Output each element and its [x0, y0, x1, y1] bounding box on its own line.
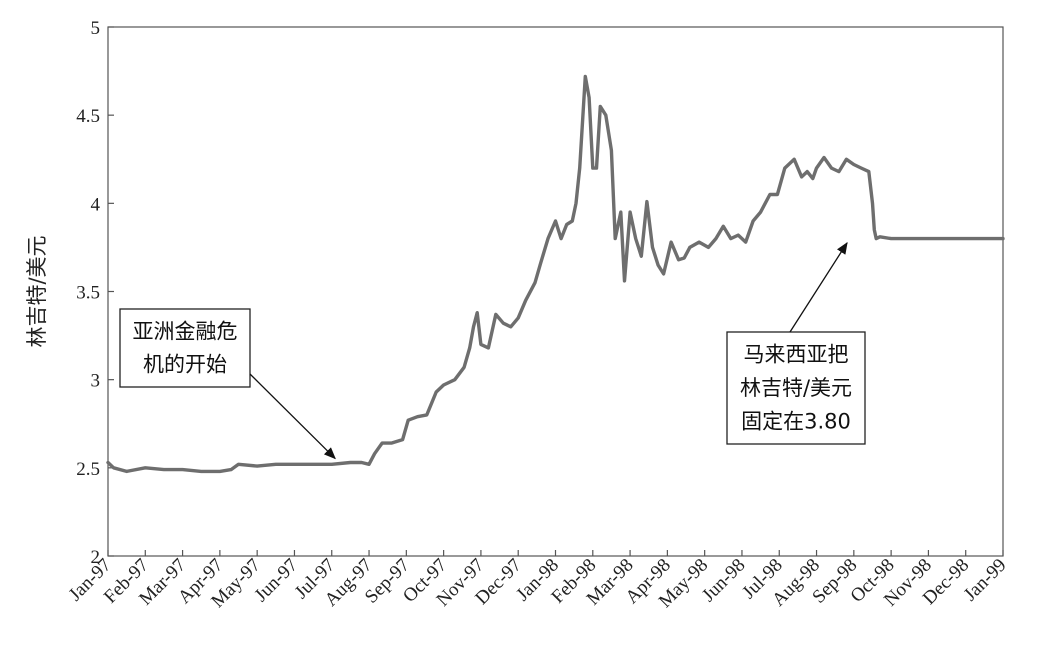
annotation-text: 固定在3.80	[741, 409, 851, 433]
x-tick-label: Jun-98	[698, 555, 749, 606]
x-tick-label: Jun-97	[251, 555, 302, 606]
annotation-arrow	[249, 373, 336, 460]
series-line-0	[106, 74, 1005, 474]
y-tick-label: 4.5	[76, 106, 100, 127]
y-tick-label: 5	[91, 18, 101, 39]
y-axis-label: 林吉特/美元	[25, 235, 49, 347]
annotation-text: 林吉特/美元	[740, 376, 852, 400]
x-tick-label: Jan-99	[960, 555, 1011, 606]
y-tick-label: 3	[91, 371, 101, 392]
annotation-box	[726, 331, 866, 445]
y-tick-label: 4	[91, 194, 101, 215]
y-tick-label: 2.5	[76, 459, 100, 480]
annotation-text: 机的开始	[143, 353, 227, 377]
annotation-arrow	[789, 241, 848, 333]
y-tick-label: 2	[91, 547, 101, 568]
annotation-box	[119, 308, 251, 388]
axes: 林吉特/美元	[25, 26, 1004, 557]
plot-frame	[107, 26, 1004, 557]
annotation-text: 马来西亚把	[744, 343, 849, 367]
annotation-text: 亚洲金融危	[133, 320, 238, 344]
series-group	[106, 74, 1005, 474]
y-tick-label: 3.5	[76, 283, 100, 304]
